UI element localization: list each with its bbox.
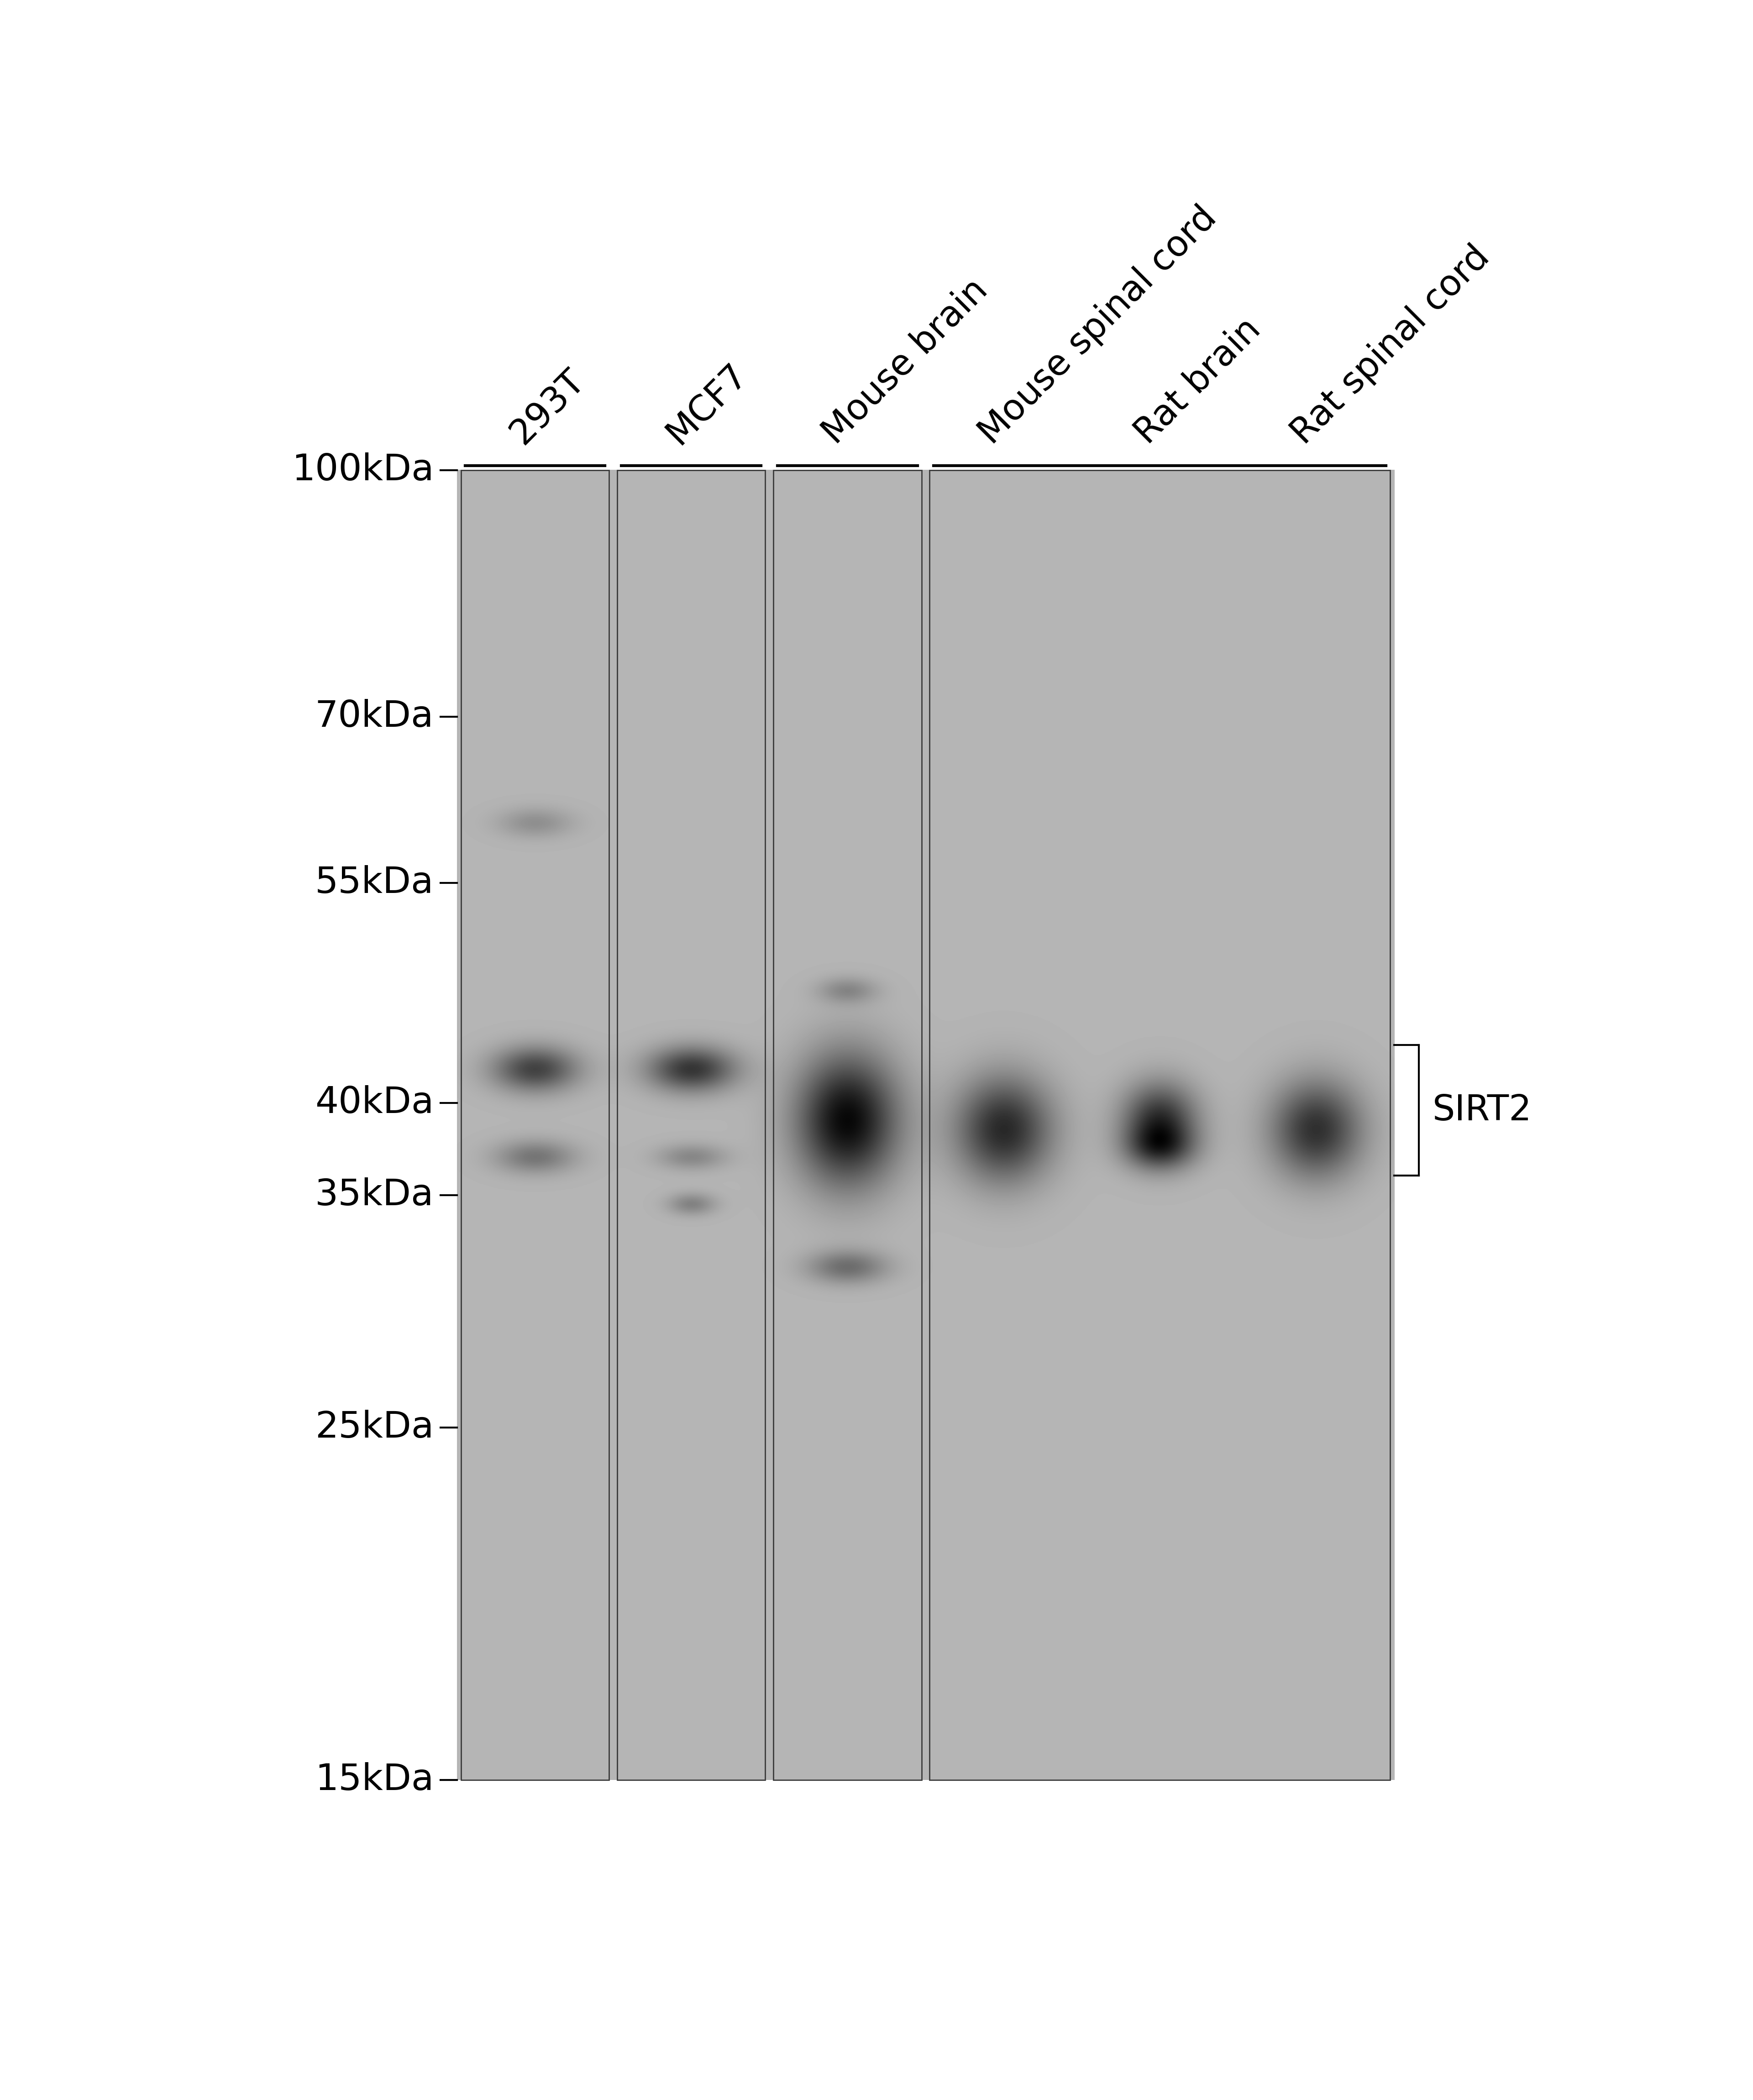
- Bar: [773, 470, 922, 1781]
- Text: 100kDa: 100kDa: [291, 452, 433, 487]
- Bar: [929, 470, 1390, 1781]
- Text: 15kDa: 15kDa: [316, 1762, 433, 1798]
- Text: 293T: 293T: [503, 363, 591, 452]
- Text: 40kDa: 40kDa: [316, 1086, 433, 1121]
- Text: 25kDa: 25kDa: [316, 1409, 433, 1445]
- Text: Mouse spinal cord: Mouse spinal cord: [973, 200, 1224, 452]
- Bar: [461, 470, 608, 1781]
- Text: SIRT2: SIRT2: [1432, 1092, 1532, 1128]
- Text: 35kDa: 35kDa: [316, 1178, 433, 1214]
- Text: 55kDa: 55kDa: [316, 865, 433, 901]
- Text: 70kDa: 70kDa: [316, 699, 433, 735]
- Bar: [617, 470, 766, 1781]
- Bar: [929, 470, 1390, 1781]
- Bar: [617, 470, 766, 1781]
- Bar: [461, 470, 608, 1781]
- Text: Rat spinal cord: Rat spinal cord: [1285, 239, 1497, 452]
- Bar: [773, 470, 922, 1781]
- Text: Rat brain: Rat brain: [1129, 313, 1267, 452]
- Text: MCF7: MCF7: [659, 357, 754, 451]
- Text: Mouse brain: Mouse brain: [817, 273, 994, 452]
